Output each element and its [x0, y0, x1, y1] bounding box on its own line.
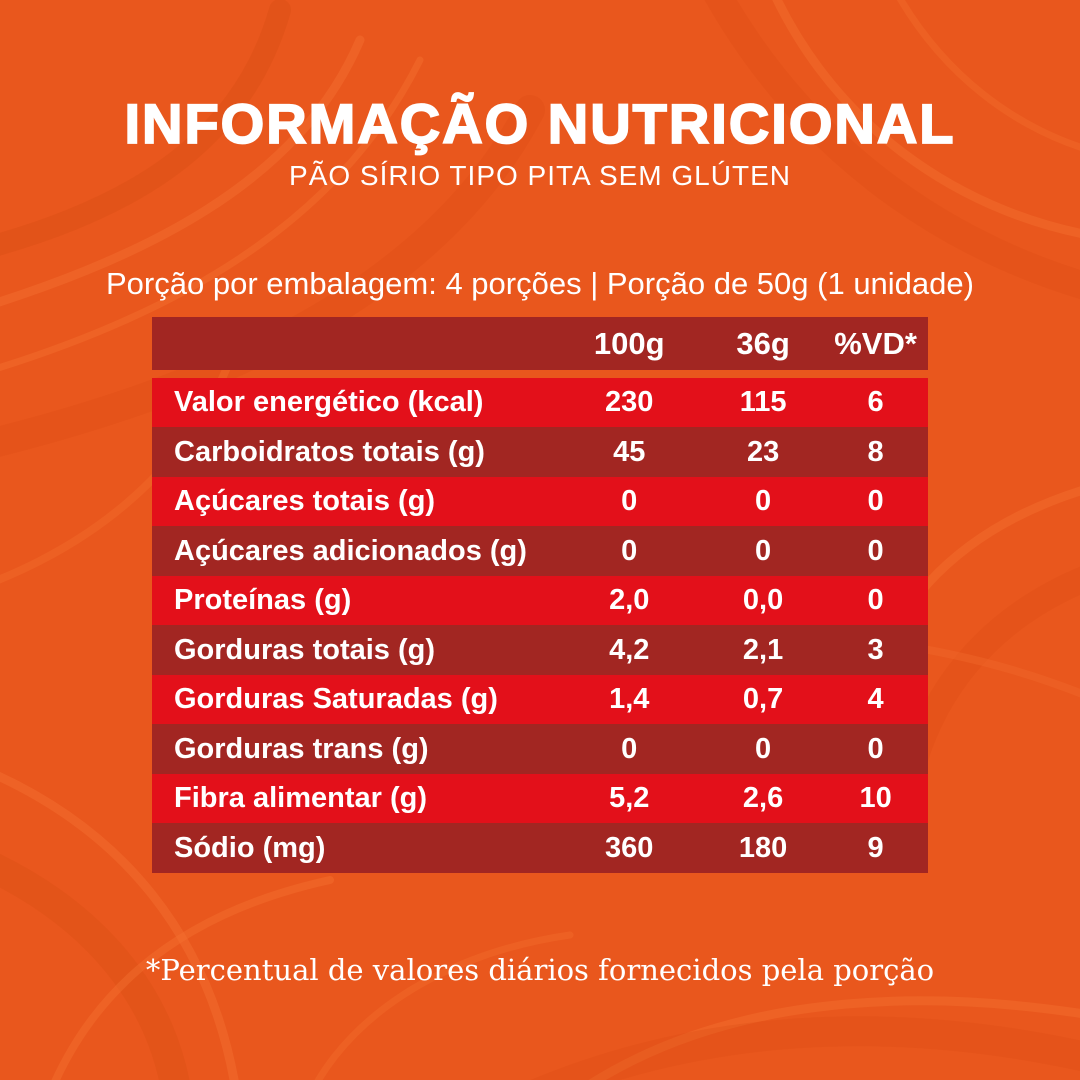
value-vd: 10: [859, 782, 892, 815]
table-row: Gorduras totais (g) 4,2 2,1 3: [152, 625, 928, 675]
nutrient-label: Proteínas (g): [174, 584, 352, 617]
table-row: Valor energético (kcal) 230 115 6: [152, 377, 928, 428]
daily-values-footnote: *Percentual de valores diários fornecido…: [145, 952, 935, 987]
table-row: Gorduras Saturadas (g) 1,4 0,7 4: [152, 674, 928, 725]
nutrition-table: 100g 36g %VD* Valor energético (kcal) 23…: [152, 316, 928, 873]
header-vd: %VD*: [834, 325, 917, 361]
table-row: Açúcares adicionados (g) 0 0 0: [152, 526, 928, 576]
value-100g: 5,2: [609, 782, 650, 815]
value-36g: 0: [755, 485, 772, 518]
value-36g: 115: [739, 386, 787, 419]
value-100g: 230: [605, 386, 654, 419]
value-100g: 0: [621, 485, 638, 518]
header-100g: 100g: [593, 325, 665, 361]
nutrient-label: Carboidratos totais (g): [174, 435, 485, 468]
value-36g: 2,1: [742, 633, 784, 666]
value-100g: 0: [621, 732, 638, 765]
page-title: INFORMAÇÃO NUTRICIONAL: [124, 92, 956, 155]
value-vd: 9: [867, 831, 884, 864]
value-vd: 0: [867, 732, 884, 765]
nutrient-label: Açúcares adicionados (g): [174, 534, 527, 567]
value-36g: 0,7: [742, 683, 784, 716]
nutrient-label: Gorduras totais (g): [174, 633, 436, 666]
table-row: Sódio (mg) 360 180 9: [152, 823, 928, 873]
table-header-row: 100g 36g %VD*: [152, 316, 928, 370]
value-vd: 0: [867, 584, 884, 617]
table-row: Açúcares totais (g) 0 0 0: [152, 476, 928, 527]
value-36g: 23: [746, 435, 780, 468]
nutrient-label: Valor energético (kcal): [174, 386, 484, 419]
value-36g: 0: [755, 732, 772, 765]
value-vd: 6: [867, 386, 884, 419]
value-100g: 2,0: [609, 584, 650, 617]
table-row: Proteínas (g) 2,0 0,0 0: [152, 575, 928, 626]
value-100g: 45: [613, 435, 646, 468]
value-vd: 8: [867, 435, 884, 468]
value-36g: 2,6: [742, 782, 784, 815]
value-vd: 4: [867, 683, 884, 716]
value-36g: 180: [738, 831, 788, 864]
nutrient-label: Açúcares totais (g): [174, 485, 436, 518]
nutrient-label: Gorduras trans (g): [174, 732, 429, 765]
header-36g: 36g: [736, 325, 790, 361]
serving-info: Porção por embalagem: 4 porções | Porção…: [106, 265, 974, 301]
value-100g: 0: [621, 534, 638, 567]
value-100g: 360: [605, 831, 654, 864]
nutrient-label: Fibra alimentar (g): [174, 782, 427, 815]
table-row: Fibra alimentar (g) 5,2 2,6 10: [152, 773, 928, 824]
table-row: Carboidratos totais (g) 45 23 8: [152, 427, 928, 477]
value-36g: 0,0: [742, 584, 784, 617]
value-vd: 0: [867, 534, 884, 567]
value-100g: 4,2: [609, 633, 650, 666]
nutrient-label: Gorduras Saturadas (g): [174, 683, 498, 716]
value-vd: 0: [867, 485, 884, 518]
value-36g: 0: [755, 534, 772, 567]
value-vd: 3: [867, 633, 884, 666]
value-100g: 1,4: [609, 683, 650, 716]
nutrient-label: Sódio (mg): [174, 831, 326, 864]
table-row: Gorduras trans (g) 0 0 0: [152, 724, 928, 774]
product-name-subtitle: PÃO SÍRIO TIPO PITA SEM GLÚTEN: [289, 160, 791, 191]
